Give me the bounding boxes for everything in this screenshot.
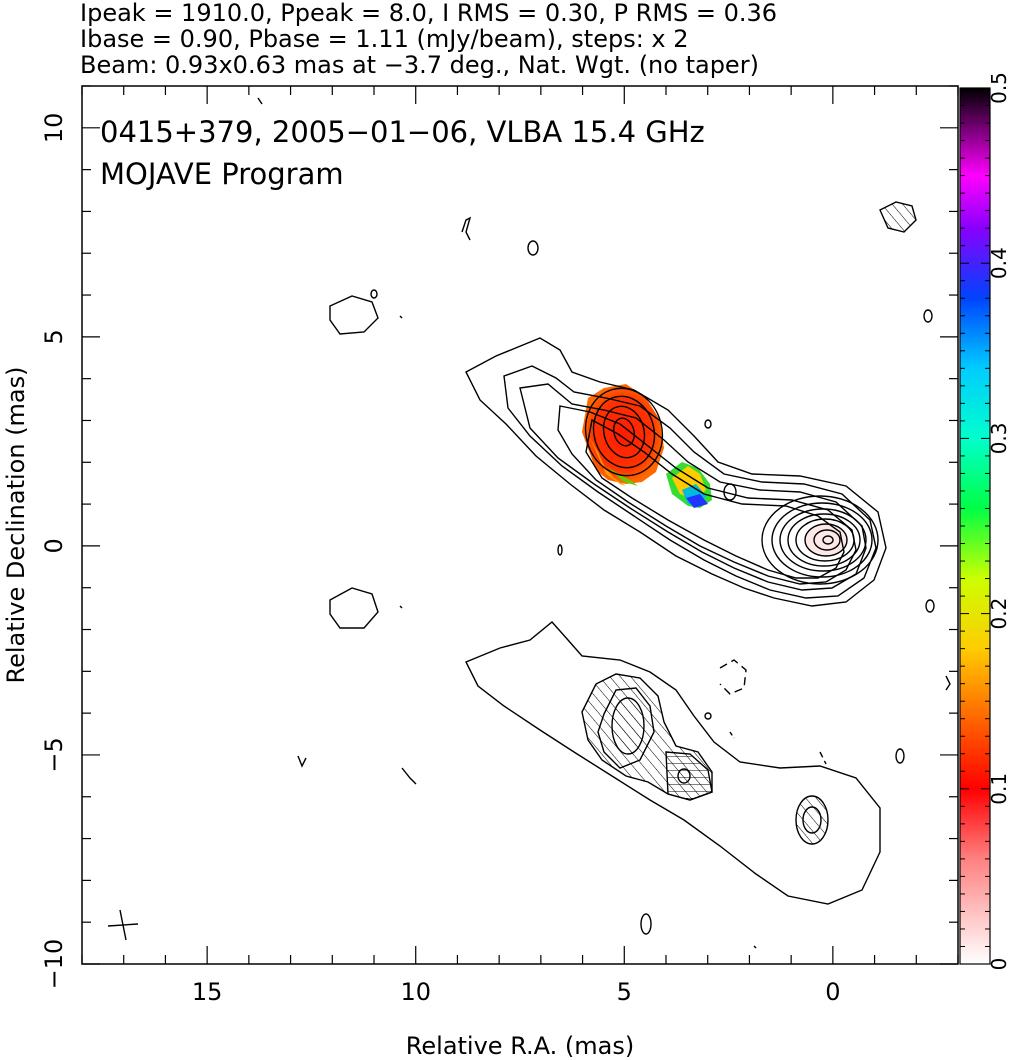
y-tick-label: 5 — [40, 329, 68, 344]
colorbar-tick-label: 0 — [987, 958, 1011, 971]
y-tick-label: 0 — [40, 538, 68, 553]
beam-marker — [107, 909, 139, 941]
program-label: MOJAVE Program — [100, 157, 344, 191]
header-line-2: Ibase = 0.90, Pbase = 1.11 (mJy/beam), s… — [80, 25, 689, 53]
colorbar-tick-labels: 0 0.1 0.2 0.3 0.4 0.5 — [987, 72, 1011, 970]
fractional-polarization-map — [582, 384, 848, 556]
colorbar-tick-label: 0.2 — [987, 598, 1011, 630]
intensity-contours — [257, 97, 935, 629]
x-tick-label: 0 — [825, 978, 840, 1006]
plot-frame — [81, 85, 959, 965]
header-line-1: Ipeak = 1910.0, Ppeak = 8.0, I RMS = 0.3… — [80, 0, 778, 27]
colorbar-tick-label: 0.4 — [987, 247, 1011, 279]
y-axis-label: Relative Declination (mas) — [2, 366, 30, 683]
image-title: 0415+379, 2005−01−06, VLBA 15.4 GHz — [100, 115, 705, 149]
y-axis-ticks — [82, 85, 958, 965]
colorbar-tick-label: 0.5 — [987, 72, 1011, 104]
colorbar-ticks — [960, 87, 990, 965]
colorbar-tick-label: 0.1 — [987, 773, 1011, 805]
x-tick-label: 15 — [192, 978, 223, 1006]
x-tick-label: 5 — [617, 978, 632, 1006]
x-tick-label: 10 — [400, 978, 431, 1006]
x-axis-label: Relative R.A. (mas) — [406, 1032, 634, 1060]
y-tick-label: −10 — [40, 939, 68, 990]
header-line-3: Beam: 0.93x0.63 mas at −3.7 deg., Nat. W… — [80, 51, 759, 79]
y-tick-label: 10 — [40, 113, 68, 144]
y-tick-label: −5 — [40, 737, 68, 772]
x-axis-tick-labels: 15 10 5 0 — [192, 978, 841, 1006]
polarized-contours — [297, 621, 951, 949]
y-axis-tick-labels: 10 5 0 −5 −10 — [40, 113, 68, 990]
colorbar-tick-label: 0.3 — [987, 422, 1011, 454]
x-axis-ticks — [81, 86, 959, 964]
